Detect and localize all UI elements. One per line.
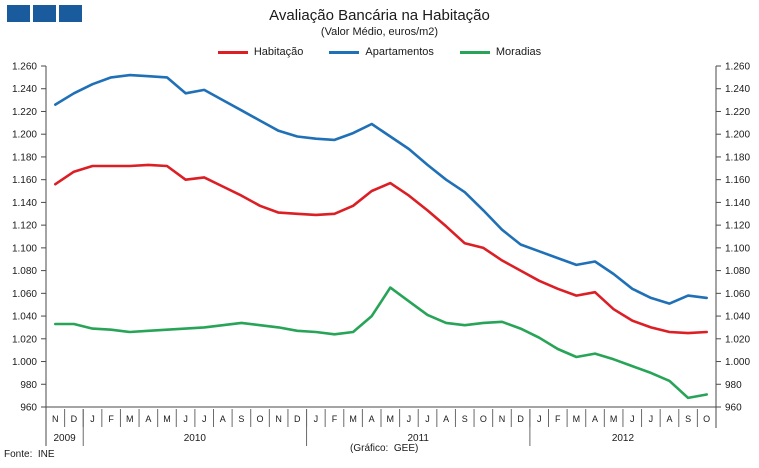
legend-label: Apartamentos [365, 46, 434, 58]
month-label: O [257, 414, 264, 424]
month-label: S [462, 414, 468, 424]
y-axis-label-left: 1.160 [12, 175, 37, 186]
month-label: F [555, 414, 561, 424]
logo-square [33, 5, 56, 22]
legend-swatch [217, 50, 248, 54]
month-label: D [71, 414, 78, 424]
y-axis-label-right: 1.140 [725, 198, 750, 209]
legend-label: Moradias [495, 46, 542, 58]
month-label: O [480, 414, 487, 424]
y-axis-label-left: 980 [20, 380, 37, 391]
month-label: F [108, 414, 114, 424]
legend-label: Habitação [253, 46, 304, 58]
y-axis-label-left: 1.120 [12, 221, 37, 232]
year-label: 2012 [612, 433, 635, 444]
month-label: N [275, 414, 282, 424]
month-label: A [145, 414, 151, 424]
month-label: A [592, 414, 598, 424]
month-label: F [332, 414, 338, 424]
y-axis-label-left: 1.140 [12, 198, 37, 209]
legend-item-1: Apartamentos [329, 46, 434, 58]
month-label: A [666, 414, 672, 424]
y-axis-label-left: 1.100 [12, 243, 37, 254]
y-axis-label-right: 1.260 [725, 62, 750, 73]
legend-item-0: Habitação [217, 46, 304, 58]
logo [7, 5, 82, 22]
y-axis-label-right: 960 [725, 403, 742, 414]
logo-square [7, 5, 30, 22]
y-axis-label-left: 960 [20, 403, 37, 414]
month-label: J [649, 414, 654, 424]
credit-note: (Gráfico: GEE) [350, 443, 419, 454]
month-label: J [183, 414, 188, 424]
legend: Habitação Apartamentos Moradias [0, 46, 759, 58]
legend-swatch [459, 50, 490, 54]
y-axis-label-left: 1.200 [12, 130, 37, 141]
month-label: A [443, 414, 449, 424]
y-axis-label-left: 1.000 [12, 357, 37, 368]
y-axis-label-right: 1.220 [725, 107, 750, 118]
month-label: S [238, 414, 244, 424]
month-label: O [703, 414, 710, 424]
chart-title: Avaliação Bancária na Habitação [269, 7, 490, 24]
month-label: S [685, 414, 691, 424]
y-axis-label-right: 980 [725, 380, 742, 391]
month-label: N [499, 414, 506, 424]
year-label: 2011 [407, 433, 429, 444]
y-axis-label-right: 1.120 [725, 221, 750, 232]
y-axis-label-left: 1.220 [12, 107, 37, 118]
month-label: A [369, 414, 375, 424]
month-label: J [407, 414, 412, 424]
y-axis-label-right: 1.040 [725, 312, 750, 323]
month-label: J [202, 414, 207, 424]
year-label: 2009 [53, 433, 76, 444]
month-label: M [349, 414, 357, 424]
month-label: J [630, 414, 635, 424]
series-line-apartamentos [53, 73, 709, 305]
y-axis-label-right: 1.100 [725, 243, 750, 254]
month-label: M [163, 414, 171, 424]
month-label: J [425, 414, 430, 424]
month-label: M [610, 414, 618, 424]
legend-item-2: Moradias [459, 46, 542, 58]
series-line-habitacao [53, 163, 709, 335]
y-axis-label-right: 1.200 [725, 130, 750, 141]
y-axis-label-right: 1.240 [725, 84, 750, 95]
month-label: J [314, 414, 319, 424]
logo-square [59, 5, 82, 22]
y-axis-label-left: 1.060 [12, 289, 37, 300]
month-label: M [387, 414, 395, 424]
y-axis-label-right: 1.020 [725, 334, 750, 345]
month-label: M [126, 414, 134, 424]
y-axis-label-right: 1.060 [725, 289, 750, 300]
y-axis-label-left: 1.040 [12, 312, 37, 323]
y-axis-label-right: 1.000 [725, 357, 750, 368]
y-axis-label-left: 1.020 [12, 334, 37, 345]
month-label: D [294, 414, 301, 424]
source-note: Fonte: INE [4, 449, 55, 460]
month-label: J [537, 414, 542, 424]
y-axis-label-left: 1.240 [12, 84, 37, 95]
y-axis-label-left: 1.080 [12, 266, 37, 277]
chart-subtitle: (Valor Médio, euros/m2) [320, 26, 439, 38]
year-label: 2010 [184, 433, 207, 444]
month-label: A [220, 414, 226, 424]
y-axis-label-left: 1.260 [12, 62, 37, 73]
y-axis-label-right: 1.080 [725, 266, 750, 277]
month-label: M [573, 414, 581, 424]
month-label: N [52, 414, 59, 424]
y-axis-label-right: 1.180 [725, 152, 750, 163]
legend-swatch [329, 50, 360, 54]
y-axis-label-left: 1.180 [12, 152, 37, 163]
month-label: J [90, 414, 95, 424]
month-label: D [517, 414, 524, 424]
series-line-moradias [53, 286, 709, 400]
y-axis-label-right: 1.160 [725, 175, 750, 186]
